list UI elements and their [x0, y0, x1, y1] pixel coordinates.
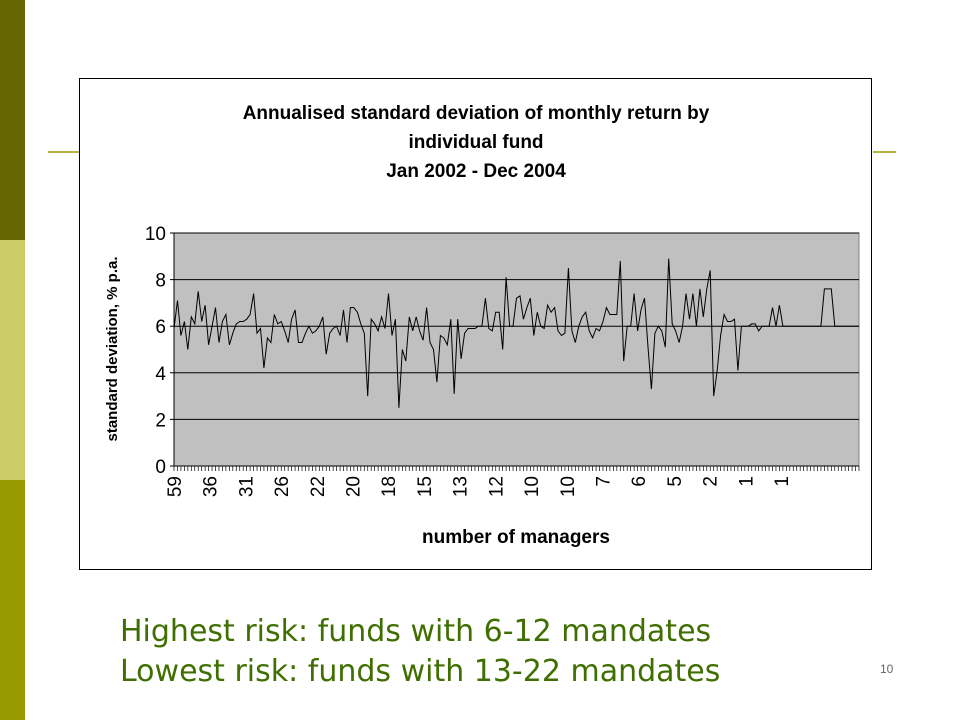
x-tick-label: 1: [772, 476, 793, 487]
y-tick-label: 6: [155, 317, 166, 338]
x-tick-label: 13: [451, 476, 472, 497]
x-tick-label: 5: [665, 476, 686, 487]
x-tick-label: 12: [486, 476, 507, 497]
series-line: [173, 258, 859, 408]
y-tick-label: 4: [155, 364, 166, 385]
sidebar-band-mid: [0, 480, 25, 720]
x-tick-label: 1: [736, 476, 757, 487]
line-chart: Annualised standard deviation of monthly…: [104, 103, 860, 548]
x-tick-label: 7: [593, 476, 614, 487]
y-tick-label: 2: [155, 410, 166, 431]
x-tick-label: 2: [701, 476, 722, 487]
title-rule-left: [48, 151, 80, 153]
y-tick-label: 0: [155, 457, 166, 478]
x-tick-label: 26: [272, 476, 293, 497]
sidebar-band-light: [0, 240, 25, 480]
x-tick-label: 59: [165, 476, 186, 497]
y-axis-label: standard deviation, % p.a.: [104, 256, 121, 441]
caption: Highest risk: funds with 6-12 mandates L…: [120, 612, 720, 692]
x-tick-label: 10: [522, 476, 543, 497]
caption-line-highest-risk: Highest risk: funds with 6-12 mandates: [120, 614, 712, 649]
chart-title-line-1: Annualised standard deviation of monthly…: [243, 103, 710, 124]
x-tick-label: 6: [629, 476, 650, 487]
y-tick-label: 10: [145, 224, 166, 245]
x-axis-label: number of managers: [422, 527, 610, 548]
x-tick-label: 10: [558, 476, 579, 497]
caption-line-lowest-risk: Lowest risk: funds with 13-22 mandates: [120, 654, 721, 689]
title-rule-right: [873, 151, 896, 153]
y-tick-label: 8: [155, 271, 166, 292]
x-tick-label: 18: [379, 476, 400, 497]
x-tick-label: 15: [415, 476, 436, 497]
x-tick-label: 22: [308, 476, 329, 497]
x-tick-label: 31: [236, 476, 257, 497]
plot-background: [173, 232, 860, 467]
chart-title-line-2: individual fund: [408, 132, 543, 153]
page-number: 10: [880, 662, 894, 676]
x-tick-label: 36: [201, 476, 222, 497]
x-tick-label: 20: [344, 476, 365, 497]
chart-title-line-3: Jan 2002 - Dec 2004: [386, 161, 566, 182]
plot-area: 0 2 4 6 8 10 59 36 31 26 22 20 18 15 13 12 10 10 7 6 5 2 1 1: [145, 224, 860, 497]
sidebar-band-dark: [0, 0, 25, 240]
